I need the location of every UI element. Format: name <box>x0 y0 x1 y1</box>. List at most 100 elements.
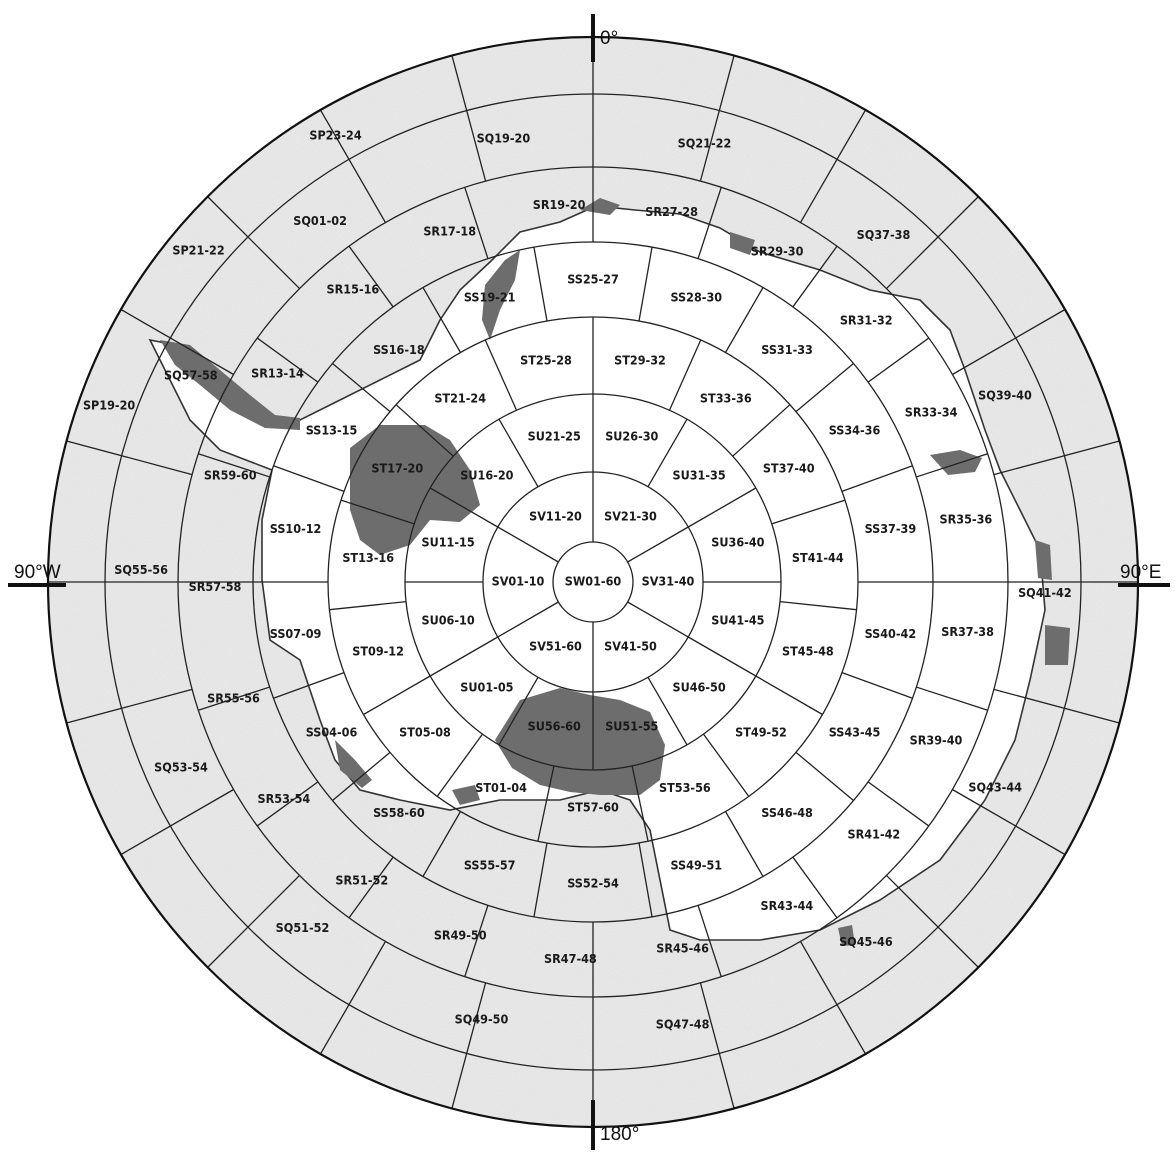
sheet-label-st05-08: ST05-08 <box>399 725 451 740</box>
sheet-label-ss10-12: SS10-12 <box>270 521 322 536</box>
sheet-label-st57-60: ST57-60 <box>567 800 619 815</box>
sheet-label-ss37-39: SS37-39 <box>865 521 917 536</box>
sheet-label-su51-55: SU51-55 <box>605 718 658 733</box>
sheet-label-su11-15: SU11-15 <box>421 535 474 550</box>
sheet-label-sr57-58: SR57-58 <box>189 579 242 594</box>
sheet-boundary <box>952 788 1066 856</box>
sheet-label-st13-16: ST13-16 <box>342 550 394 565</box>
ronne-filchner-ice-shelf <box>350 425 480 555</box>
label-180-degrees: 180° <box>600 1124 639 1145</box>
sheet-boundary <box>464 905 489 977</box>
sheet-label-sq53-54: SQ53-54 <box>154 759 208 774</box>
sheet-label-sv51-60: SV51-60 <box>529 639 582 654</box>
sheet-label-sv21-30: SV21-30 <box>604 509 657 524</box>
sheet-boundary <box>498 676 539 746</box>
sheet-label-st09-12: ST09-12 <box>352 643 404 658</box>
sheet-label-sv31-40: SV31-40 <box>642 574 695 589</box>
shackleton-ice-shelf <box>1045 625 1070 665</box>
sheet-boundary <box>627 526 689 563</box>
sheet-label-ss16-18: SS16-18 <box>373 342 425 357</box>
sheet-boundary <box>732 404 791 457</box>
sheet-label-sr33-34: SR33-34 <box>905 404 958 419</box>
label-90w: 90°W <box>14 562 61 583</box>
sheet-label-st45-48: ST45-48 <box>782 643 834 658</box>
sheet-boundary <box>451 982 487 1109</box>
coast-shelf-6 <box>838 925 855 946</box>
sheet-label-ss25-27: SS25-27 <box>567 272 619 287</box>
sheet-boundary <box>885 196 979 290</box>
sheet-label-sw01-60: SW01-60 <box>565 574 622 589</box>
sheet-boundary <box>647 418 688 488</box>
sheet-label-ss58-60: SS58-60 <box>373 805 425 820</box>
sheet-boundary <box>340 499 415 525</box>
sheet-boundary <box>256 337 319 383</box>
sheet-boundary <box>916 686 988 711</box>
sheet-label-sr43-44: SR43-44 <box>761 898 814 913</box>
coast-shelf-1 <box>580 198 620 215</box>
sheet-label-ss28-30: SS28-30 <box>670 290 722 305</box>
sheet-label-st49-52: ST49-52 <box>735 725 787 740</box>
sheet-label-sq51-52: SQ51-52 <box>276 920 330 935</box>
sheet-label-ss46-48: SS46-48 <box>761 805 813 820</box>
sheet-label-su26-30: SU26-30 <box>605 429 658 444</box>
sheet-label-sp23-24: SP23-24 <box>309 128 361 143</box>
sheet-boundary <box>699 55 735 182</box>
sheet-label-sr39-40: SR39-40 <box>910 732 963 747</box>
sheet-boundary <box>497 526 559 563</box>
meridian-ticks <box>8 14 1170 1150</box>
sheet-boundary <box>627 601 689 638</box>
sheet-label-sr15-16: SR15-16 <box>327 282 380 297</box>
sheet-label-ss49-51: SS49-51 <box>670 857 722 872</box>
sheet-boundary <box>647 676 688 746</box>
sheet-label-sr29-30: SR29-30 <box>751 243 804 258</box>
sheet-label-st01-04: ST01-04 <box>475 780 527 795</box>
sheet-boundary <box>755 675 823 716</box>
sheet-boundary <box>329 601 407 611</box>
sheet-label-st33-36: ST33-36 <box>700 391 752 406</box>
sheet-label-su31-35: SU31-35 <box>672 467 725 482</box>
sheet-label-sq19-20: SQ19-20 <box>477 131 531 146</box>
sheet-boundary <box>348 856 394 919</box>
sheet-boundary <box>724 287 764 353</box>
sheet-label-ss52-54: SS52-54 <box>567 876 619 891</box>
sheet-label-st29-32: ST29-32 <box>614 352 666 367</box>
sheet-label-sr47-48: SR47-48 <box>544 951 597 966</box>
label-90e: 90°E <box>1120 562 1161 583</box>
sheet-label-sp21-22: SP21-22 <box>172 243 224 258</box>
sheet-boundary <box>451 55 487 182</box>
sheet-label-ss13-15: SS13-15 <box>306 423 358 438</box>
sheet-label-sr51-52: SR51-52 <box>335 873 388 888</box>
sheet-boundary <box>497 601 559 638</box>
sheet-boundary <box>256 781 319 827</box>
sheet-boundary <box>702 733 750 797</box>
sheet-label-ss43-45: SS43-45 <box>829 725 881 740</box>
coast-shelf-3 <box>1035 540 1052 580</box>
sheet-label-su01-05: SU01-05 <box>460 680 513 695</box>
sheet-boundary <box>464 187 489 259</box>
sheet-label-sq45-46: SQ45-46 <box>839 934 893 949</box>
sheet-boundary <box>638 247 653 322</box>
sheet-boundary <box>429 636 499 677</box>
sheet-label-sq01-02: SQ01-02 <box>293 213 347 228</box>
sheet-label-sq55-56: SQ55-56 <box>114 562 168 577</box>
sheet-label-sv01-10: SV01-10 <box>492 574 545 589</box>
sheet-boundary <box>348 245 394 308</box>
ice-shelves <box>160 198 1070 946</box>
sheet-label-sq43-44: SQ43-44 <box>968 780 1022 795</box>
east-peninsula-shelf <box>482 250 520 340</box>
sheet-boundary <box>422 287 462 353</box>
sheet-boundary <box>319 941 387 1055</box>
sheet-boundary <box>867 337 930 383</box>
sheet-boundary <box>332 751 391 802</box>
sheet-boundary <box>993 440 1120 476</box>
sheet-boundary <box>638 842 653 917</box>
sheet-label-su46-50: SU46-50 <box>672 680 725 695</box>
sheet-label-sq39-40: SQ39-40 <box>978 388 1032 403</box>
sheet-boundary <box>395 404 454 457</box>
sheet-boundary <box>533 247 548 322</box>
sheet-label-st21-24: ST21-24 <box>434 391 486 406</box>
sheet-boundary <box>885 874 979 968</box>
sheet-boundary <box>668 339 702 411</box>
sheet-boundary <box>699 982 735 1109</box>
sheet-label-sp19-20: SP19-20 <box>83 397 135 412</box>
